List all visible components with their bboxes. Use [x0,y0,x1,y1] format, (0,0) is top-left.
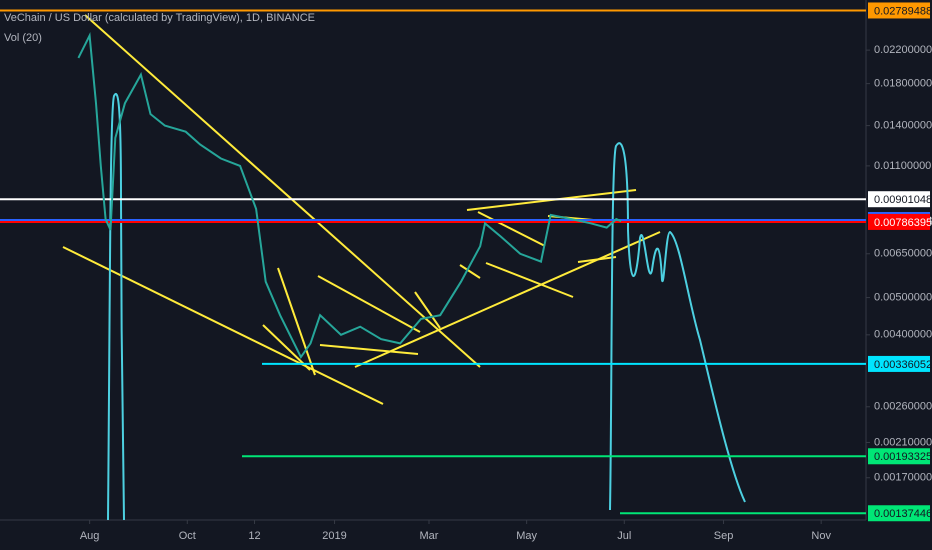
trend-line [485,262,574,298]
trend-line [319,344,419,355]
projection-curves [107,92,746,521]
y-tick-label: 0.00500000 [874,291,932,303]
trend-line [414,291,441,329]
trend-line [277,267,316,376]
level-label: 0.00786395 [874,217,932,229]
x-tick-label: Sep [714,530,734,542]
indicator-label: Vol (20) [4,32,42,44]
projection-curve [107,92,125,521]
trend-line [459,264,481,279]
x-tick-label: Mar [420,530,439,542]
y-tick-label: 0.02200000 [874,44,932,56]
trend-line [62,246,384,405]
y-tick-label: 0.00650000 [874,248,932,260]
level-label-box [868,191,930,208]
trend-line [577,256,617,263]
trend-line [354,231,661,368]
x-tick-label: Oct [179,530,196,542]
x-tick-label: Nov [811,530,831,542]
x-tick-label: 2019 [322,530,346,542]
level-label-box [868,2,930,19]
x-tick-label: May [516,530,537,542]
level-label: 0.02789488 [874,5,932,17]
y-tick-label: 0.00170000 [874,472,932,484]
level-label-box [868,448,930,465]
y-tick-label: 0.01400000 [874,120,932,132]
trend-line [317,275,421,333]
level-label-box [868,213,930,230]
trend-line [262,324,311,371]
y-tick-label: 0.01100000 [874,160,931,172]
trend-line [477,211,546,247]
level-label: 0.00336052 [874,359,932,371]
y-tick-label: 0.01800000 [874,78,932,90]
projection-curve [609,142,746,511]
x-tick-label: Aug [80,530,100,542]
level-label-box [868,505,930,522]
x-tick-label: Jul [617,530,631,542]
level-label: 0.00137446 [874,508,932,520]
y-tick-label: 0.00210000 [874,436,932,448]
x-tick-label: 12 [248,530,260,542]
y-tick-label: 0.00260000 [874,401,932,413]
trend-line [84,14,481,368]
price-line [77,32,622,360]
level-label-box [868,355,930,372]
chart-title: VeChain / US Dollar (calculated by Tradi… [4,12,315,24]
level-label: 0.00193325 [874,451,932,463]
level-label: 0.00901048 [874,194,932,206]
y-tick-label: 0.00400000 [874,329,932,341]
